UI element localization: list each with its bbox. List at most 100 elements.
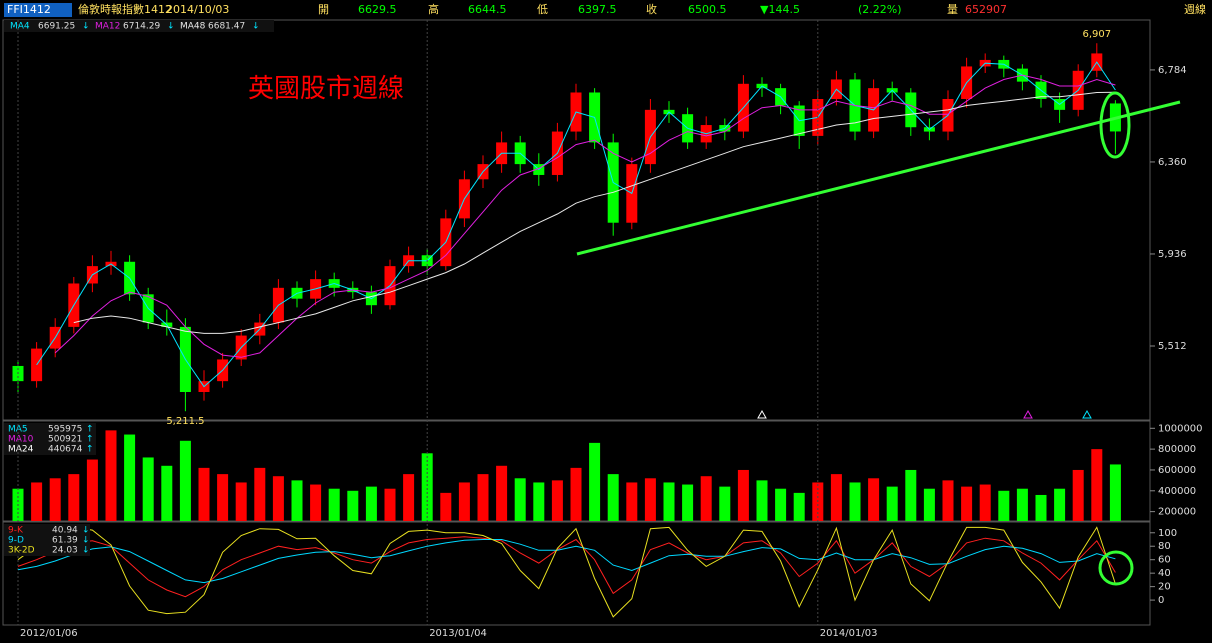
volume-bar — [235, 482, 247, 521]
volume-bar — [142, 457, 154, 521]
legend-name: MA48 — [180, 22, 206, 32]
y-tick-label: 200000 — [1158, 507, 1196, 518]
open-label: 開 — [318, 3, 329, 16]
legend-name: MA10 — [8, 435, 34, 445]
volume-bar — [923, 488, 935, 521]
volume-bar — [1016, 488, 1028, 521]
legend-name: 9-K — [8, 526, 24, 536]
volume-bar — [533, 482, 545, 521]
ma-line — [54, 74, 1116, 358]
volume-bar — [551, 480, 563, 521]
volume-bar — [830, 474, 842, 521]
volume-bar — [700, 476, 712, 521]
volume-bar — [737, 469, 749, 521]
volume-label: 量 — [947, 3, 958, 16]
volume-bar — [328, 488, 340, 521]
y-tick-label: 5,936 — [1158, 249, 1187, 260]
legend-value: 61.39 — [52, 536, 78, 546]
volume-bar — [217, 474, 229, 521]
max-label: 6,907 — [1082, 29, 1111, 40]
legend-trend: ↓ — [82, 536, 90, 546]
volume-bar — [68, 474, 80, 521]
volume-bar — [644, 478, 656, 521]
volume-bar — [440, 492, 452, 521]
low-label: 低 — [537, 3, 548, 16]
legend-name: MA24 — [8, 445, 34, 455]
x-tick-label: 2012/01/06 — [20, 628, 78, 639]
y-tick-label: 100 — [1158, 528, 1177, 539]
volume-bar — [291, 480, 303, 521]
volume-bar — [421, 453, 433, 521]
low-value: 6397.5 — [578, 3, 617, 16]
volume-value: 652907 — [965, 3, 1007, 16]
volume-bar — [124, 434, 136, 521]
legend-name: MA12 — [95, 22, 120, 32]
volume-bar — [254, 467, 266, 521]
y-tick-label: 20 — [1158, 582, 1171, 593]
y-tick-label: 6,360 — [1158, 157, 1187, 168]
y-tick-label: 6,784 — [1158, 65, 1187, 76]
trend-line — [576, 100, 1181, 256]
legend-name: 9-D — [8, 536, 24, 546]
ma-line — [36, 61, 1116, 388]
volume-bar — [607, 474, 619, 521]
y-tick-label: 5,512 — [1158, 341, 1187, 352]
volume-bar — [105, 430, 117, 521]
volume-bar — [179, 440, 191, 521]
y-tick-label: 80 — [1158, 541, 1171, 552]
volume-bar — [1035, 494, 1047, 521]
legend-box — [4, 20, 274, 32]
close-value: 6500.5 — [688, 3, 727, 16]
legend-value: 24.03 — [52, 546, 78, 556]
y-tick-label: 1000000 — [1158, 423, 1203, 434]
y-tick-label: 40 — [1158, 568, 1171, 579]
legend-trend: ↓ — [82, 22, 90, 32]
y-tick-label: 400000 — [1158, 486, 1196, 497]
legend-value: 500921 — [48, 435, 82, 445]
y-tick-label: 800000 — [1158, 444, 1196, 455]
date: 2014/10/03 — [166, 3, 229, 16]
ma-line — [73, 91, 1116, 334]
volume-bar — [775, 488, 787, 521]
volume-bar — [793, 492, 805, 521]
x-tick-label: 2013/01/04 — [429, 628, 487, 639]
volume-bar — [626, 482, 638, 521]
legend-value: 6681.47 — [208, 22, 245, 32]
volume-bar — [347, 490, 359, 521]
volume-bar — [365, 486, 377, 521]
volume-bar — [1072, 469, 1084, 521]
change-pct: (2.22%) — [858, 3, 902, 16]
code-box — [4, 3, 72, 17]
legend-value: 6714.29 — [123, 22, 160, 32]
volume-bar — [998, 490, 1010, 521]
code: FFI1412 — [7, 3, 51, 16]
legend-value: 440674 — [48, 445, 83, 455]
instrument-name: 倫敦時報指數1412 — [78, 2, 172, 16]
change: ▼144.5 — [760, 3, 800, 16]
price-panel — [2, 19, 1151, 421]
volume-bar — [719, 486, 731, 521]
volume-bar — [310, 484, 322, 521]
legend-value: 40.94 — [52, 526, 78, 536]
min-label: 5,211.5 — [166, 416, 204, 427]
legend-trend: ↓ — [167, 22, 175, 32]
legend-trend: ↓ — [82, 546, 90, 556]
kd-line — [17, 536, 1116, 598]
volume-bar — [477, 474, 489, 521]
volume-bar — [31, 482, 43, 521]
volume-bar — [886, 486, 898, 521]
marker — [1023, 409, 1033, 419]
highlight-circle — [1099, 91, 1131, 159]
volume-bar — [384, 488, 396, 521]
legend-box — [4, 524, 90, 556]
volume-bar — [496, 465, 508, 521]
volume-bar — [403, 474, 415, 521]
marker — [757, 409, 767, 419]
x-tick-label: 2014/01/03 — [820, 628, 878, 639]
volume-bar — [682, 484, 694, 521]
volume-bar — [514, 478, 526, 521]
annotation: 英國股市週線 — [248, 74, 404, 104]
period: 週線 — [1184, 2, 1206, 16]
legend-trend: ↑ — [86, 445, 94, 455]
